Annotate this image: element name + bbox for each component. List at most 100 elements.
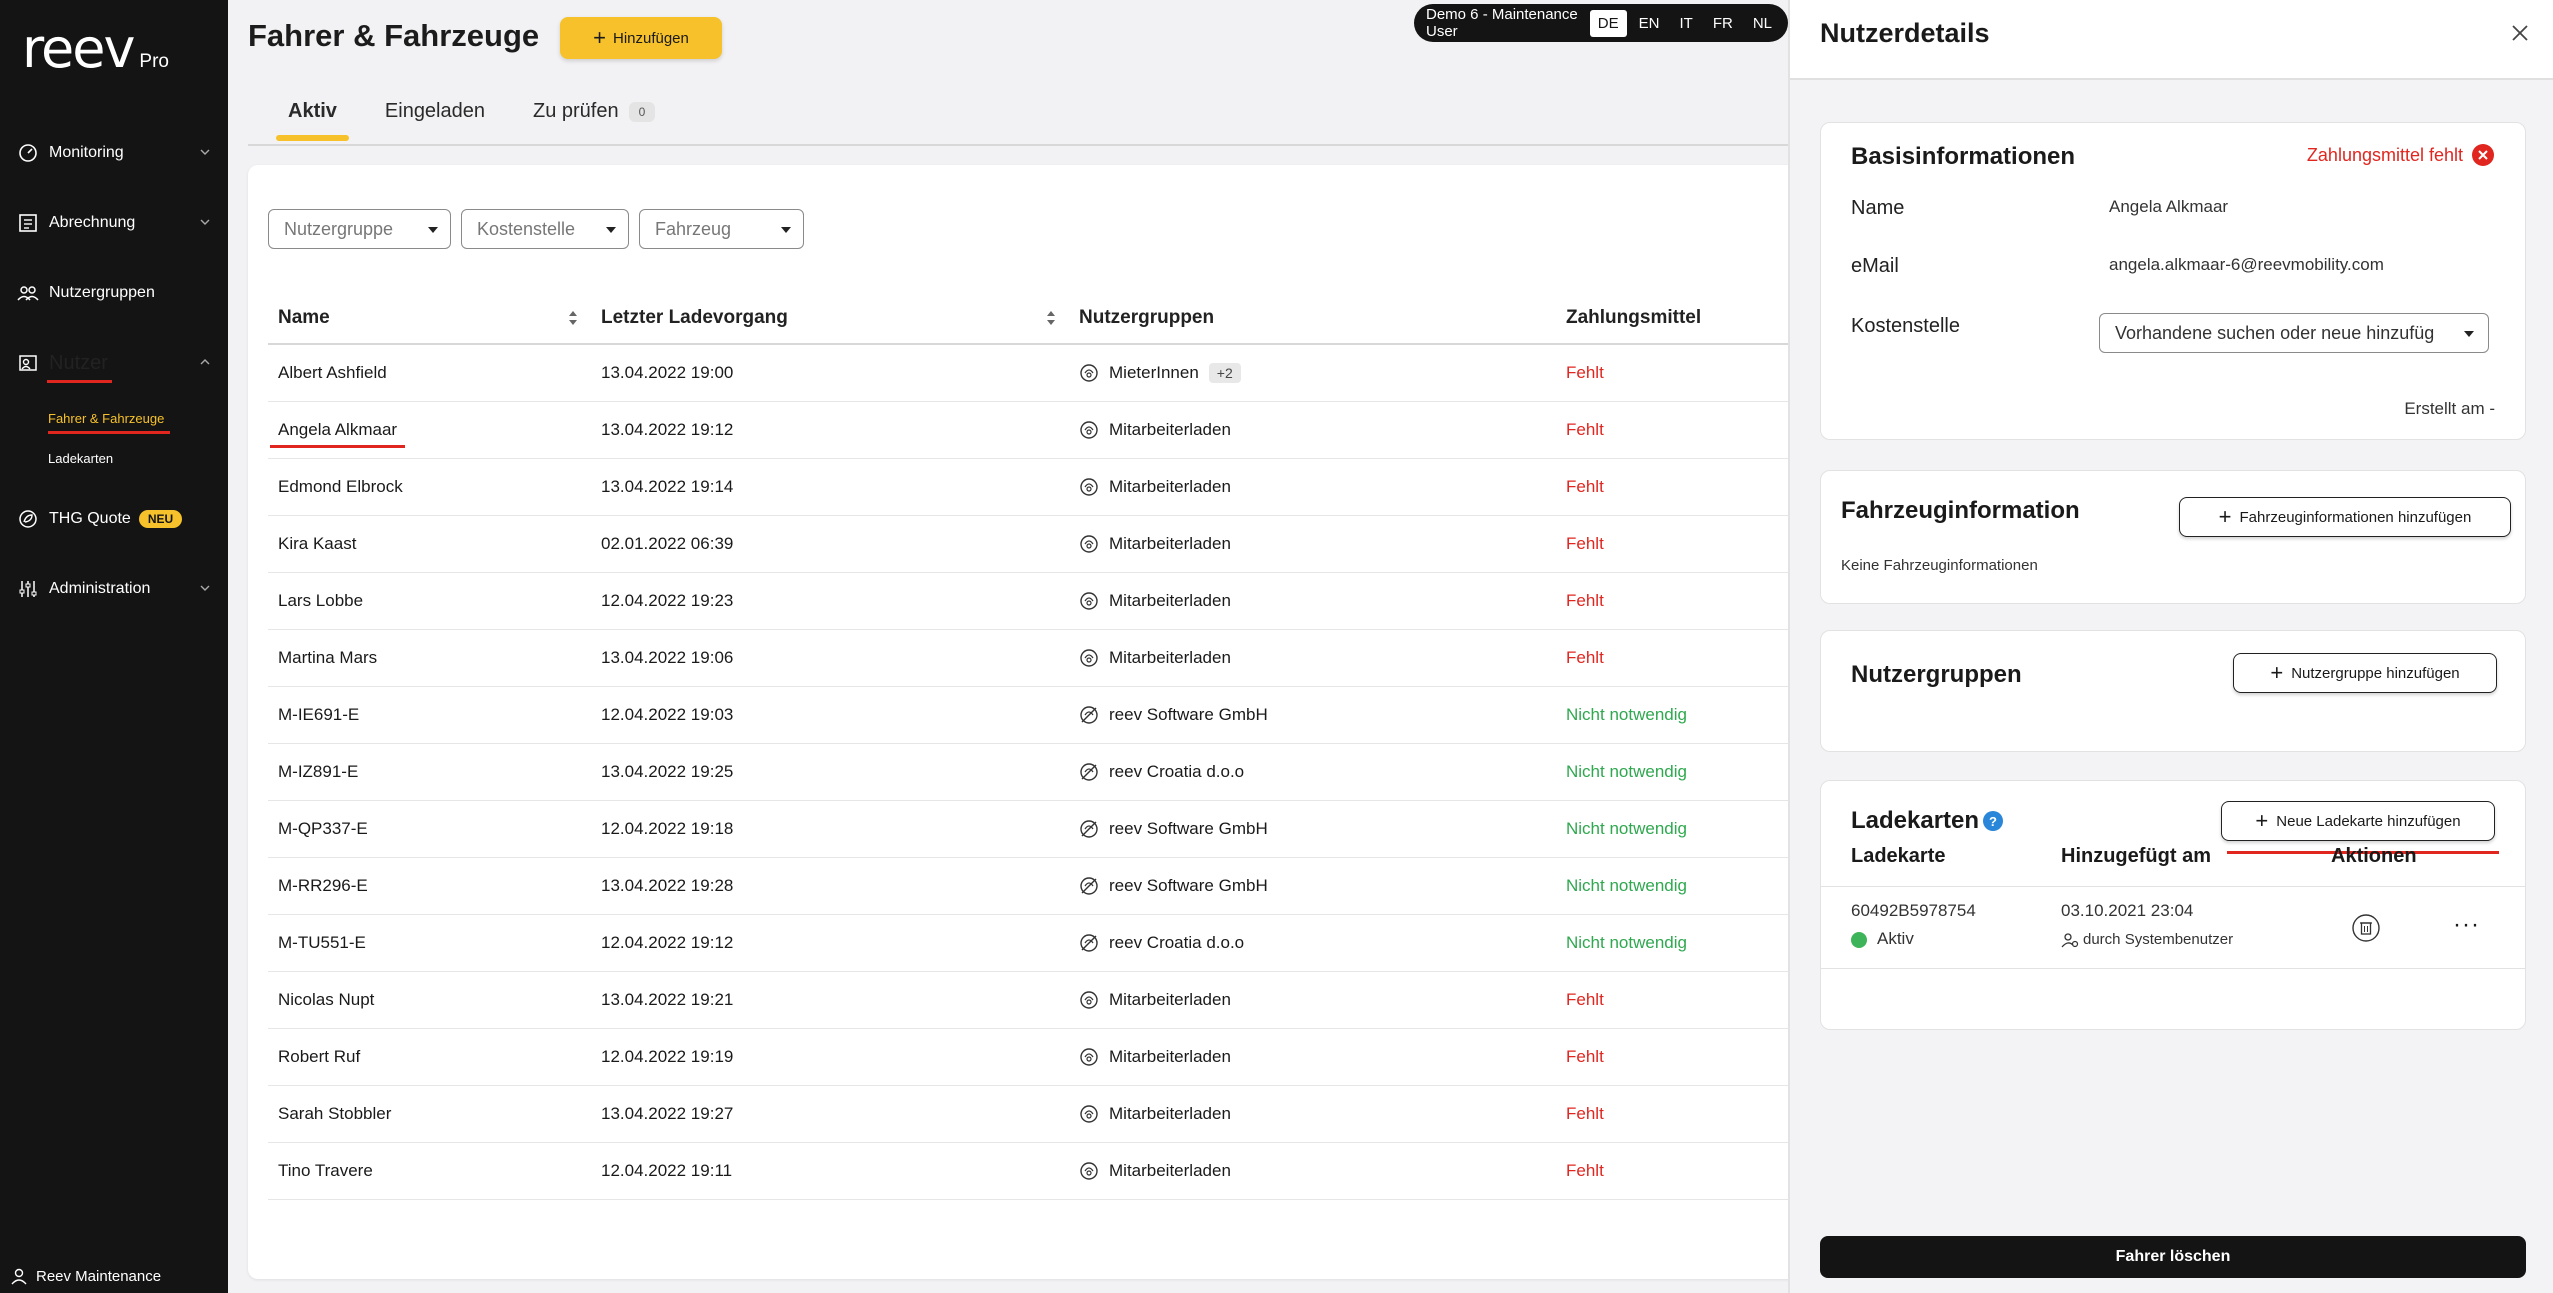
sort-icon[interactable] [1045,309,1057,327]
group-label: Mitarbeiterladen [1109,990,1231,1009]
table-row[interactable]: M-IE691-E 12.04.2022 19:03 reev Software G… [268,687,1808,744]
added-by-label: durch Systembenutzer [2083,931,2234,948]
group-label: Mitarbeiterladen [1109,477,1231,496]
group-label: reev Software GmbH [1109,819,1268,838]
sidebar-subitem-ladekarten[interactable]: Ladekarten [48,450,114,466]
tab-label: Eingeladen [384,100,485,122]
lang-en[interactable]: EN [1638,14,1660,32]
sidebar-item-label: Monitoring [49,144,124,161]
driver-name: M-QP337-E [278,819,368,838]
table-body: Albert Ashfield 13.04.2022 19:00 MieterInn… [268,345,1808,1200]
tab-aktiv[interactable]: Aktiv [276,96,349,141]
column-header-last-charge[interactable]: Letzter Ladevorgang [591,307,1069,329]
group-label: reev Software GmbH [1109,705,1268,724]
filter-bar: Nutzergruppe Kostenstelle Fahrzeug [268,209,804,249]
sidebar-subnav: Fahrer & Fahrzeuge Ladekarten [0,398,228,478]
table-row[interactable]: Martina Mars 13.04.2022 19:06 Mitarbeiterl… [268,630,1808,687]
table-row[interactable]: M-TU551-E 12.04.2022 19:12 reev Croatia d.… [268,915,1808,972]
button-label: Nutzergruppe hinzufügen [2291,664,2460,682]
filter-kostenstelle[interactable]: Kostenstelle [461,209,629,249]
table-row[interactable]: Angela Alkmaar 13.04.2022 19:12 Mitarbeite… [268,402,1808,459]
table-row[interactable]: Nicolas Nupt 13.04.2022 19:21 Mitarbeiterl… [268,972,1808,1029]
filter-nutzergruppe[interactable]: Nutzergruppe [268,209,451,249]
group-icon [1079,990,1109,1010]
sidebar-item-nutzer[interactable]: Nutzer [0,328,228,398]
more-groups-badge[interactable]: +2 [1208,363,1241,383]
add-vehicle-info-button[interactable]: + Fahrzeuginformationen hinzufügen [2179,497,2511,537]
lang-nl[interactable]: NL [1752,14,1772,32]
sidebar-item-label: Administration [49,580,151,597]
add-charge-card-button[interactable]: + Neue Ladekarte hinzufügen [2221,801,2495,841]
cell-last-charge: 02.01.2022 06:39 [601,534,734,553]
cell-payment: Fehlt [1566,477,1604,496]
sidebar-item-thg-quote[interactable]: THG Quote NEU [0,484,228,554]
table-row[interactable]: Lars Lobbe 12.04.2022 19:23 Mitarbeiterlad… [268,573,1808,630]
payment-missing-label: Zahlungsmittel fehlt [2306,144,2463,165]
payment-missing-status: Zahlungsmittel fehlt [2307,143,2495,167]
more-options-icon[interactable]: ··· [2453,911,2480,938]
table-row[interactable]: Sarah Stobbler 13.04.2022 19:27 Mitarbeite… [268,1086,1808,1143]
sidebar-item-administration[interactable]: Administration [0,554,228,624]
charge-cards-title: Ladekarten [1851,807,1980,834]
logo[interactable]: reev Pro [22,22,169,76]
charge-card-row[interactable]: 60492B5978754 Aktiv 03.10.2021 23:04 dur… [1821,887,2525,969]
sidebar-item-abrechnung[interactable]: Abrechnung [0,188,228,258]
group-label: Mitarbeiterladen [1109,1104,1231,1123]
add-button[interactable]: + Hinzufügen [560,17,722,59]
tab-eingeladen[interactable]: Eingeladen [373,96,497,141]
table-row[interactable]: Robert Ruf 12.04.2022 19:19 Mitarbeiterlad… [268,1029,1808,1086]
table-row[interactable]: Edmond Elbrock 13.04.2022 19:14 Mitarbeite… [268,459,1808,516]
table-header: Name Letzter Ladevorgang Nutzergruppen Z… [268,293,1808,345]
group-icon [1079,363,1109,383]
status-label: Aktiv [1877,929,1914,948]
cell-groups: Mitarbeiterladen [1069,477,1556,497]
email-value: angela.alkmaar-6@reevmobility.com [2109,255,2384,274]
group-label: Mitarbeiterladen [1109,534,1231,553]
table-row[interactable]: M-QP337-E 12.04.2022 19:18 reev Software G… [268,801,1808,858]
table-row[interactable]: Tino Travere 12.04.2022 19:11 Mitarbeiterl… [268,1143,1808,1200]
charge-card-added-by: durch Systembenutzer [2061,931,2233,948]
add-user-group-button[interactable]: + Nutzergruppe hinzufügen [2233,653,2497,693]
current-user-name: Reev Maintenance [36,1267,162,1285]
user-cog-icon [2061,933,2079,948]
table-row[interactable]: Albert Ashfield 13.04.2022 19:00 MieterInn… [268,345,1808,402]
sidebar-item-label: Abrechnung [49,214,136,231]
cell-payment: Nicht notwendig [1566,819,1687,838]
sidebar-item-monitoring[interactable]: Monitoring [0,118,228,188]
cell-name: Angela Alkmaar [268,420,591,440]
user-icon [17,352,39,374]
cell-name: M-QP337-E [268,819,591,839]
help-icon[interactable]: ? [1983,811,2003,831]
group-icon [17,282,39,304]
table-row[interactable]: Kira Kaast 02.01.2022 06:39 Mitarbeiterlad… [268,516,1808,573]
lang-it[interactable]: IT [1679,14,1693,32]
driver-name: Lars Lobbe [278,591,364,610]
trash-icon[interactable] [2351,913,2381,943]
column-header-name[interactable]: Name [268,307,591,329]
sidebar-subitem-fahrer[interactable]: Fahrer & Fahrzeuge [48,398,228,438]
table-row[interactable]: M-RR296-E 13.04.2022 19:28 reev Software G… [268,858,1808,915]
company-group-icon [1079,876,1109,896]
demo-user: Demo 6 - Maintenance User [1426,6,1578,40]
tab-zu-pruefen[interactable]: Zu prüfen 0 [521,96,667,141]
cost-center-select[interactable]: Vorhandene suchen oder neue hinzufüg [2099,313,2489,353]
close-icon[interactable] [2509,22,2531,44]
driver-name: Sarah Stobbler [278,1104,392,1123]
lang-de[interactable]: DE [1589,9,1627,37]
table-row[interactable]: M-IZ891-E 13.04.2022 19:25 reev Croatia d.… [268,744,1808,801]
cell-last-charge: 13.04.2022 19:00 [601,363,734,382]
lang-fr[interactable]: FR [1712,14,1733,32]
cell-groups: Mitarbeiterladen [1069,1104,1556,1124]
column-label: Letzter Ladevorgang [601,307,788,328]
current-user[interactable]: Reev Maintenance [10,1267,161,1285]
cell-groups: MieterInnen +2 [1069,363,1556,383]
filter-fahrzeug[interactable]: Fahrzeug [639,209,804,249]
cell-groups: Mitarbeiterladen [1069,591,1556,611]
sidebar-item-nutzergruppen[interactable]: Nutzergruppen [0,258,228,328]
company-group-icon [1079,933,1109,953]
delete-driver-button[interactable]: Fahrer löschen [1820,1236,2526,1278]
gauge-icon [17,142,39,164]
cell-groups: reev Software GmbH [1069,705,1556,725]
sort-icon[interactable] [567,309,579,327]
cell-name: Martina Mars [268,648,591,668]
